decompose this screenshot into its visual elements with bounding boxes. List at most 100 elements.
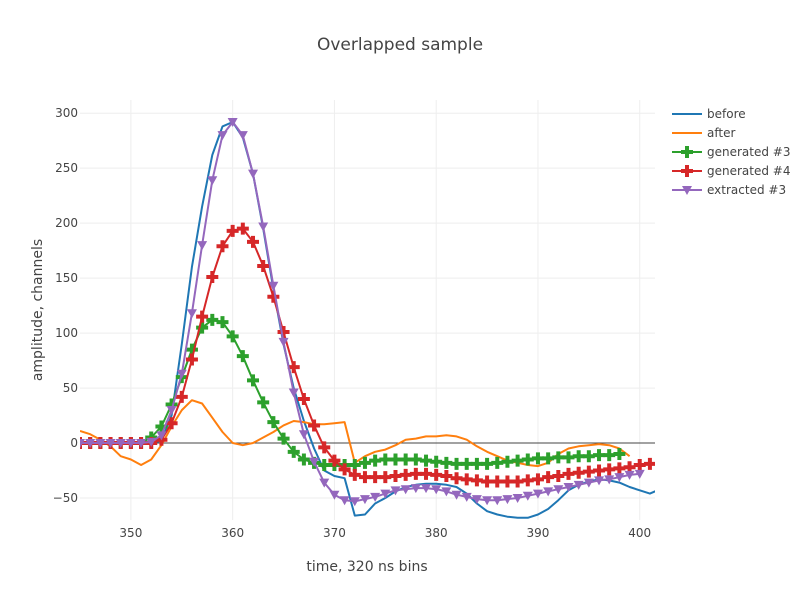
data-point-generated-4 (470, 474, 483, 487)
series-layer (80, 117, 655, 519)
data-point-generated-4 (440, 470, 453, 483)
data-point-extracted-3 (298, 430, 309, 440)
data-point-generated-3 (185, 343, 198, 356)
data-point-generated-3 (531, 452, 544, 465)
data-point-generated-3 (481, 457, 494, 470)
data-point-generated-3 (297, 453, 310, 466)
data-point-generated-3 (206, 313, 219, 326)
data-point-extracted-3 (624, 470, 635, 480)
data-point-extracted-3 (166, 406, 177, 416)
data-point-extracted-3 (461, 492, 472, 502)
data-point-generated-4 (420, 467, 433, 480)
data-point-generated-4 (206, 271, 219, 284)
data-point-generated-3 (562, 451, 575, 464)
data-point-extracted-3 (329, 490, 340, 500)
x-tick-label: 350 (119, 526, 142, 540)
data-point-generated-4 (643, 457, 655, 470)
data-point-generated-3 (226, 330, 239, 343)
x-tick-label: 380 (425, 526, 448, 540)
data-point-generated-4 (389, 470, 402, 483)
x-axis-ticks: 350 360 370 380 390 400 (119, 526, 651, 540)
data-point-generated-3 (348, 459, 361, 472)
data-point-generated-3 (450, 457, 463, 470)
data-point-generated-4 (287, 361, 300, 374)
data-point-generated-4 (297, 393, 310, 406)
data-point-extracted-3 (390, 486, 401, 496)
data-point-extracted-3 (451, 490, 462, 500)
data-point-generated-4 (491, 475, 504, 488)
data-point-extracted-3 (197, 241, 208, 251)
data-point-extracted-3 (359, 495, 370, 505)
data-point-generated-4 (531, 473, 544, 486)
y-tick-label: 0 (70, 436, 78, 450)
data-point-generated-4 (562, 467, 575, 480)
data-point-generated-3 (236, 350, 249, 363)
data-point-extracted-3 (553, 485, 564, 495)
data-point-extracted-3 (421, 484, 432, 494)
data-point-generated-4 (247, 235, 260, 248)
data-point-generated-4 (257, 260, 270, 273)
data-point-generated-4 (603, 463, 616, 476)
data-point-extracted-3 (431, 485, 442, 495)
data-point-extracted-3 (217, 131, 228, 141)
data-point-extracted-3 (370, 492, 381, 502)
legend-item-generated-4[interactable]: generated #4 (672, 164, 790, 178)
legend-label: extracted #3 (707, 183, 786, 197)
x-tick-label: 370 (323, 526, 346, 540)
data-point-generated-3 (196, 321, 209, 334)
data-point-extracted-3 (207, 176, 218, 186)
data-point-extracted-3 (543, 487, 554, 497)
data-point-extracted-3 (573, 480, 584, 490)
data-point-extracted-3 (268, 281, 279, 291)
data-point-generated-3 (379, 453, 392, 466)
legend-marker (682, 186, 692, 195)
data-point-extracted-3 (227, 117, 238, 127)
legend-item-before[interactable]: before (672, 107, 746, 121)
data-point-generated-3 (603, 449, 616, 462)
series-line-before (80, 121, 655, 519)
data-point-generated-4 (185, 353, 198, 366)
legend-item-extracted-3[interactable]: extracted #3 (672, 183, 786, 197)
data-point-generated-3 (582, 450, 595, 463)
data-point-extracted-3 (634, 469, 645, 479)
data-point-generated-4 (633, 459, 646, 472)
data-point-generated-4 (572, 466, 585, 479)
x-tick-label: 400 (628, 526, 651, 540)
data-point-generated-3 (491, 456, 504, 469)
y-tick-label: −50 (53, 491, 78, 505)
legend-item-generated-3[interactable]: generated #3 (672, 145, 790, 159)
data-point-generated-4 (450, 472, 463, 485)
data-point-generated-4 (542, 471, 555, 484)
data-point-extracted-3 (482, 496, 493, 506)
data-point-generated-4 (409, 467, 422, 480)
data-point-generated-3 (552, 451, 565, 464)
x-axis-title: time, 320 ns bins (306, 559, 427, 575)
data-point-generated-3 (358, 456, 371, 469)
y-tick-label: 150 (55, 271, 78, 285)
data-point-generated-3 (613, 448, 626, 461)
data-point-generated-4 (481, 475, 494, 488)
data-point-generated-4 (593, 464, 606, 477)
data-point-extracted-3 (583, 478, 594, 488)
data-point-extracted-3 (80, 439, 85, 449)
data-point-generated-4 (358, 471, 371, 484)
series-before (80, 121, 655, 519)
data-point-generated-3 (257, 396, 270, 409)
x-tick-label: 390 (527, 526, 550, 540)
data-point-generated-4 (216, 240, 229, 253)
data-point-generated-3 (460, 457, 473, 470)
legend[interactable]: before after generated #3 generated #4 extra… (672, 107, 790, 197)
data-point-generated-4 (175, 390, 188, 403)
data-point-extracted-3 (146, 437, 157, 447)
legend-item-after[interactable]: after (672, 126, 735, 140)
data-point-generated-4 (267, 290, 280, 303)
data-point-extracted-3 (186, 309, 197, 319)
data-point-generated-3 (287, 445, 300, 458)
data-point-extracted-3 (492, 496, 503, 506)
legend-marker (681, 165, 693, 177)
data-point-extracted-3 (512, 494, 523, 504)
data-point-generated-4 (369, 471, 382, 484)
data-point-generated-3 (247, 374, 260, 387)
